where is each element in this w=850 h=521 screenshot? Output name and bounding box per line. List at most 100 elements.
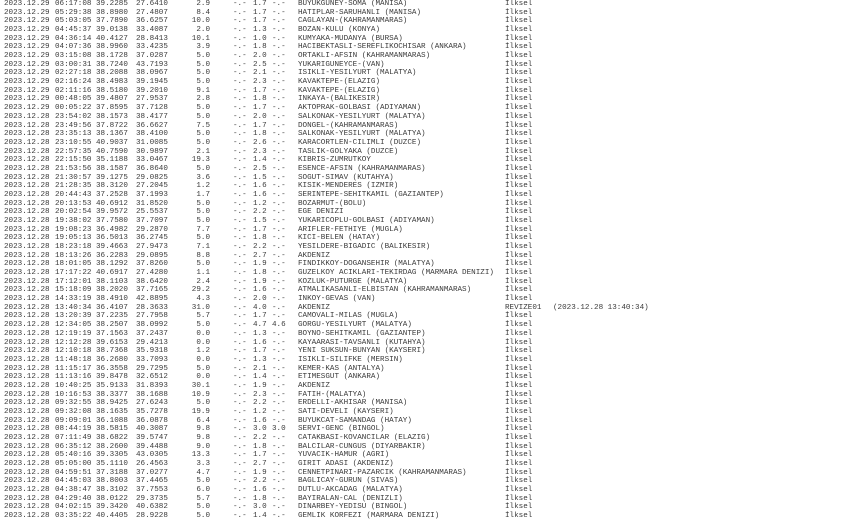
cell-location: FINDIKKOY-DOGANSEHIR (MALATYA) bbox=[298, 260, 435, 269]
earthquake-row: 2023.12.29 02:11:16 38.5180 39.2010 9.1 -.- 1.… bbox=[0, 87, 850, 96]
earthquake-row: 2023.12.28 14:33:19 38.4910 42.8895 4.3 -.- 2.… bbox=[0, 295, 850, 304]
earthquake-row: 2023.12.28 23:10:55 40.9037 31.0085 5.0 -.- 2.… bbox=[0, 139, 850, 148]
cell-time: 19:38:02 bbox=[55, 217, 92, 225]
cell-depth: 8.8 bbox=[196, 251, 210, 260]
cell-md: -.- bbox=[233, 95, 247, 104]
cell-lat: 38.2507 bbox=[96, 321, 128, 330]
cell-lat: 38.3102 bbox=[96, 486, 128, 495]
cell-md: -.- bbox=[233, 295, 247, 304]
cell-md: -.- bbox=[233, 399, 247, 408]
cell-lon: 26.4563 bbox=[136, 460, 168, 469]
cell-lat: 40.6912 bbox=[96, 199, 128, 208]
cell-status: İlksel bbox=[505, 364, 533, 373]
cell-ml: 1.4 bbox=[253, 512, 267, 521]
cell-location: GORGU-YESILYURT (MALATYA) bbox=[298, 321, 412, 330]
cell-lon: 36.2745 bbox=[136, 234, 168, 243]
cell-status: İlksel bbox=[505, 95, 533, 104]
cell-location: ETIMESGUT (ANKARA) bbox=[298, 373, 381, 382]
cell-mw: -.- bbox=[272, 373, 286, 382]
cell-ml: 1.7 bbox=[253, 0, 267, 8]
cell-depth: 7.1 bbox=[196, 243, 210, 252]
cell-depth: 31.0 bbox=[191, 303, 210, 312]
cell-lon: 40.6382 bbox=[136, 503, 168, 512]
cell-ml: 2.1 bbox=[253, 69, 267, 78]
cell-lat: 36.3558 bbox=[96, 364, 128, 373]
cell-lat: 38.1728 bbox=[96, 52, 128, 61]
cell-date: 2023.12.28 bbox=[4, 364, 50, 373]
cell-md: -.- bbox=[233, 225, 247, 234]
cell-lat: 35.9133 bbox=[96, 381, 128, 390]
cell-status: İlksel bbox=[505, 60, 533, 69]
cell-status: İlksel bbox=[505, 190, 533, 199]
cell-md: -.- bbox=[233, 407, 247, 416]
cell-location: KOZLUK-PUTURGE (MALATYA) bbox=[298, 277, 408, 286]
cell-date: 2023.12.29 bbox=[4, 69, 50, 78]
cell-lon: 40.3087 bbox=[136, 425, 168, 434]
cell-status: İlksel bbox=[505, 329, 533, 338]
cell-ml: 1.7 bbox=[253, 8, 267, 17]
cell-ml: 1.3 bbox=[253, 355, 267, 364]
cell-date: 2023.12.28 bbox=[4, 503, 50, 512]
cell-depth: 3.6 bbox=[196, 173, 210, 182]
cell-lon: 27.4280 bbox=[136, 269, 168, 278]
cell-lon: 36.8640 bbox=[136, 164, 168, 173]
cell-lon: 36.6257 bbox=[136, 17, 168, 26]
cell-status: İlksel bbox=[505, 468, 533, 477]
cell-location: KAVAKTEPE-(ELAZIG) bbox=[298, 86, 381, 95]
cell-mw: -.- bbox=[272, 416, 286, 425]
cell-time: 23:10:55 bbox=[55, 138, 92, 147]
cell-lon: 31.0085 bbox=[136, 138, 168, 147]
cell-depth: 5.0 bbox=[196, 138, 210, 147]
cell-lon: 37.1993 bbox=[136, 190, 168, 199]
earthquake-row: 2023.12.28 11:48:18 36.2680 33.7093 0.0 -.- 1.… bbox=[0, 356, 850, 365]
cell-date: 2023.12.28 bbox=[4, 338, 50, 347]
cell-time: 02:16:24 bbox=[55, 78, 92, 87]
cell-ml: 2.3 bbox=[253, 147, 267, 156]
cell-location: GEMLIK KORFEZI (MARMARA DENIZI) bbox=[298, 512, 440, 521]
cell-time: 04:36:14 bbox=[55, 34, 92, 43]
cell-lon: 25.5537 bbox=[136, 208, 168, 217]
cell-status: İlksel bbox=[505, 295, 533, 304]
cell-md: -.- bbox=[233, 512, 247, 521]
cell-lat: 39.8478 bbox=[96, 373, 128, 382]
cell-depth: 29.2 bbox=[191, 286, 210, 295]
cell-ml: 1.9 bbox=[253, 277, 267, 286]
cell-ml: 1.3 bbox=[253, 329, 267, 338]
cell-status: İlksel bbox=[505, 8, 533, 17]
cell-md: -.- bbox=[233, 321, 247, 330]
cell-mw: -.- bbox=[272, 95, 286, 104]
cell-time: 21:30:57 bbox=[55, 173, 92, 182]
cell-location: GIRIT ADASI (AKDENIZ) bbox=[298, 460, 394, 469]
cell-status: İlksel bbox=[505, 199, 533, 208]
cell-md: -.- bbox=[233, 0, 247, 8]
cell-mw: -.- bbox=[272, 234, 286, 243]
cell-md: -.- bbox=[233, 173, 247, 182]
cell-mw: -.- bbox=[272, 164, 286, 173]
cell-time: 07:11:49 bbox=[55, 434, 92, 442]
cell-ml: 1.7 bbox=[253, 225, 267, 234]
cell-location: BUYUKCAT-SAMANDAG (HATAY) bbox=[298, 416, 412, 425]
cell-md: -.- bbox=[233, 190, 247, 199]
cell-lat: 40.4127 bbox=[96, 34, 128, 43]
cell-location: BAYIRALAN-CAL (DENIZLI) bbox=[298, 494, 403, 503]
cell-time: 05:29:38 bbox=[55, 8, 92, 17]
earthquake-row: 2023.12.28 12:19:19 37.1563 37.2437 0.0 -.- 1.… bbox=[0, 330, 850, 339]
cell-depth: 5.0 bbox=[196, 78, 210, 87]
cell-depth: 5.0 bbox=[196, 503, 210, 512]
cell-lon: 28.8413 bbox=[136, 34, 168, 43]
cell-location: ARIFLER-FETHIYE (MUGLA) bbox=[298, 225, 403, 234]
cell-depth: 4.3 bbox=[196, 295, 210, 304]
cell-lat: 38.2600 bbox=[96, 442, 128, 451]
cell-status: İlksel bbox=[505, 503, 533, 512]
cell-md: -.- bbox=[233, 373, 247, 382]
cell-lon: 28.3633 bbox=[136, 303, 168, 312]
cell-depth: 0.0 bbox=[196, 338, 210, 347]
cell-lon: 43.7193 bbox=[136, 60, 168, 69]
cell-lon: 37.7165 bbox=[136, 286, 168, 295]
cell-lon: 32.6512 bbox=[136, 373, 168, 382]
cell-lon: 28.9228 bbox=[136, 512, 168, 521]
cell-lat: 38.1635 bbox=[96, 407, 128, 416]
earthquake-row: 2023.12.28 04:29:40 38.0122 29.3735 5.7 -.- 1.… bbox=[0, 495, 850, 504]
cell-ml: 1.7 bbox=[253, 121, 267, 130]
cell-md: -.- bbox=[233, 286, 247, 295]
